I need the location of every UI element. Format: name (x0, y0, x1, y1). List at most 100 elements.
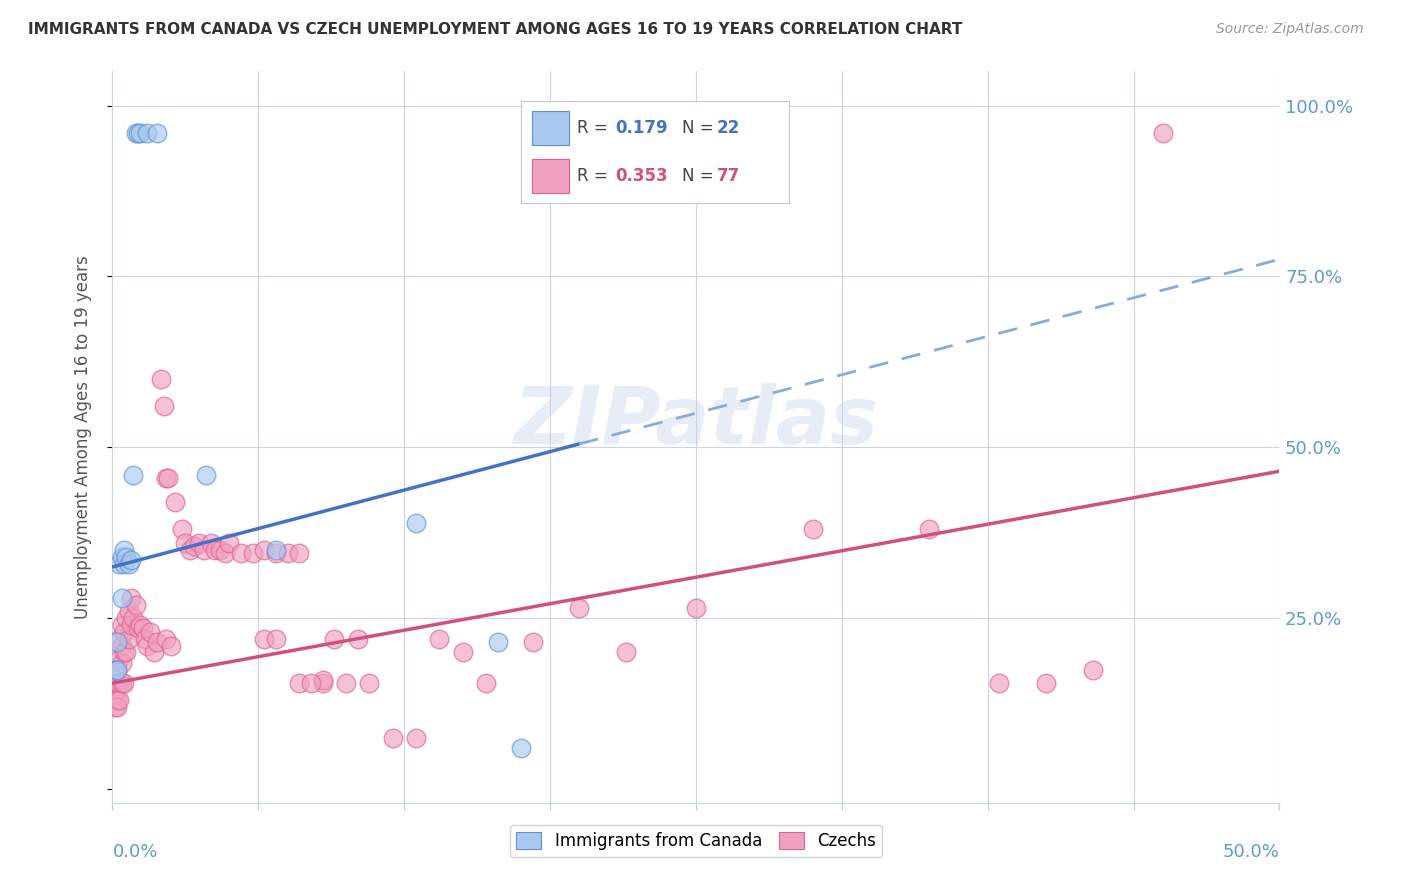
Point (125, 126, 148, 140)
Point (129, 126, 152, 140)
Point (359, 676, 381, 690)
Point (276, 546, 298, 560)
Point (204, 542, 226, 557)
Point (115, 611, 138, 625)
Point (200, 536, 222, 550)
Point (160, 639, 183, 653)
Point (143, 645, 166, 659)
Point (150, 372, 173, 386)
Point (118, 604, 141, 618)
Point (1035, 676, 1057, 690)
Point (288, 676, 311, 690)
Point (253, 542, 276, 557)
Point (120, 553, 142, 567)
Point (104, 700, 127, 714)
Point (105, 693, 128, 707)
Point (568, 601, 591, 615)
Point (988, 676, 1011, 690)
Point (122, 467, 145, 482)
Point (253, 632, 276, 646)
Point (115, 549, 138, 564)
Point (153, 400, 176, 414)
Point (264, 632, 287, 646)
Point (112, 624, 135, 639)
Point (105, 700, 128, 714)
Point (104, 686, 127, 700)
Point (1152, 126, 1174, 140)
Point (451, 645, 474, 659)
Point (136, 639, 159, 653)
Point (155, 632, 177, 646)
Point (165, 495, 187, 509)
Point (475, 676, 498, 690)
Point (111, 639, 134, 653)
Point (218, 536, 240, 550)
Point (108, 676, 131, 690)
Point (127, 126, 149, 140)
Point (125, 598, 148, 612)
Point (134, 632, 156, 646)
Point (139, 624, 162, 639)
Text: 50.0%: 50.0% (1223, 843, 1279, 861)
Point (1081, 663, 1104, 677)
Point (405, 516, 427, 530)
Point (323, 632, 346, 646)
Point (112, 645, 135, 659)
Point (136, 126, 159, 140)
Point (427, 632, 450, 646)
Point (157, 471, 180, 485)
Point (335, 676, 357, 690)
Point (108, 632, 131, 646)
Point (105, 663, 128, 677)
Point (614, 645, 637, 659)
Point (173, 536, 195, 550)
Y-axis label: Unemployment Among Ages 16 to 19 years: Unemployment Among Ages 16 to 19 years (73, 255, 91, 619)
Text: Source: ZipAtlas.com: Source: ZipAtlas.com (1216, 22, 1364, 37)
Point (381, 731, 404, 745)
Point (311, 676, 333, 690)
Point (108, 557, 131, 571)
Point (311, 673, 333, 687)
Point (115, 645, 138, 659)
Point (105, 635, 128, 649)
Point (111, 656, 134, 670)
Point (288, 546, 311, 560)
Point (229, 546, 252, 560)
Point (111, 618, 134, 632)
Point (179, 542, 201, 557)
Point (146, 126, 169, 140)
Text: 0.0%: 0.0% (112, 843, 157, 861)
Point (112, 557, 135, 571)
Point (685, 601, 707, 615)
Point (509, 741, 531, 756)
Point (104, 663, 127, 677)
Point (108, 693, 131, 707)
Point (801, 522, 824, 536)
Point (405, 731, 427, 745)
Point (214, 546, 236, 560)
Point (183, 540, 205, 554)
Point (155, 471, 177, 485)
Point (299, 676, 322, 690)
Point (120, 618, 142, 632)
Point (122, 611, 145, 625)
Point (127, 622, 149, 636)
Point (486, 635, 509, 649)
Text: ZIPatlas: ZIPatlas (513, 384, 879, 461)
Point (187, 536, 209, 550)
Point (112, 676, 135, 690)
Point (118, 632, 141, 646)
Point (522, 635, 544, 649)
Point (264, 542, 287, 557)
Point (129, 618, 152, 632)
Point (346, 632, 368, 646)
Point (172, 522, 194, 536)
Point (132, 622, 155, 636)
Point (242, 546, 264, 560)
Point (264, 546, 287, 560)
Point (105, 676, 128, 690)
Point (120, 591, 142, 605)
Point (146, 635, 169, 649)
Point (111, 591, 134, 605)
Point (105, 663, 128, 677)
